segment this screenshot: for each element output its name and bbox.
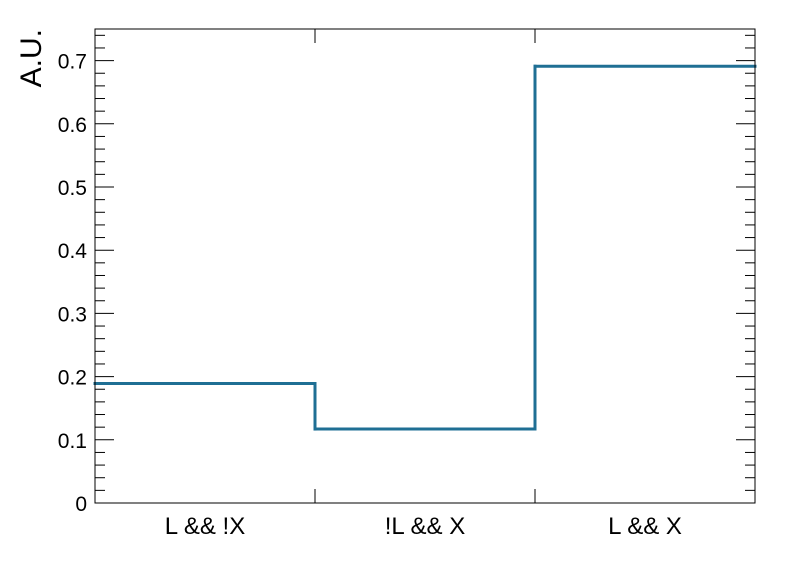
x-category-label: L && X (608, 513, 682, 540)
y-tick-label: 0 (75, 493, 87, 516)
y-tick-label: 0.1 (58, 430, 87, 453)
y-tick-label: 0.7 (58, 51, 87, 74)
x-category-labels: L && !X !L && X L && X (165, 513, 682, 540)
x-category-label: L && !X (165, 513, 245, 540)
major-ticks (95, 29, 755, 504)
x-category-label: !L && X (385, 513, 465, 540)
y-tick-label: 0.6 (58, 114, 87, 137)
minor-ticks (95, 34, 755, 491)
plot-frame (94, 28, 756, 504)
y-tick-label: 0.4 (58, 240, 88, 263)
series-layer (93, 64, 757, 431)
y-tick-label: 0.5 (58, 177, 87, 200)
y-tick-label: 0.2 (58, 367, 87, 390)
y-tick-labels: 0 0.1 0.2 0.3 0.4 0.5 0.6 0.7 (58, 51, 88, 516)
y-tick-label: 0.3 (58, 303, 87, 326)
y-axis-title: A.U. (15, 29, 48, 87)
